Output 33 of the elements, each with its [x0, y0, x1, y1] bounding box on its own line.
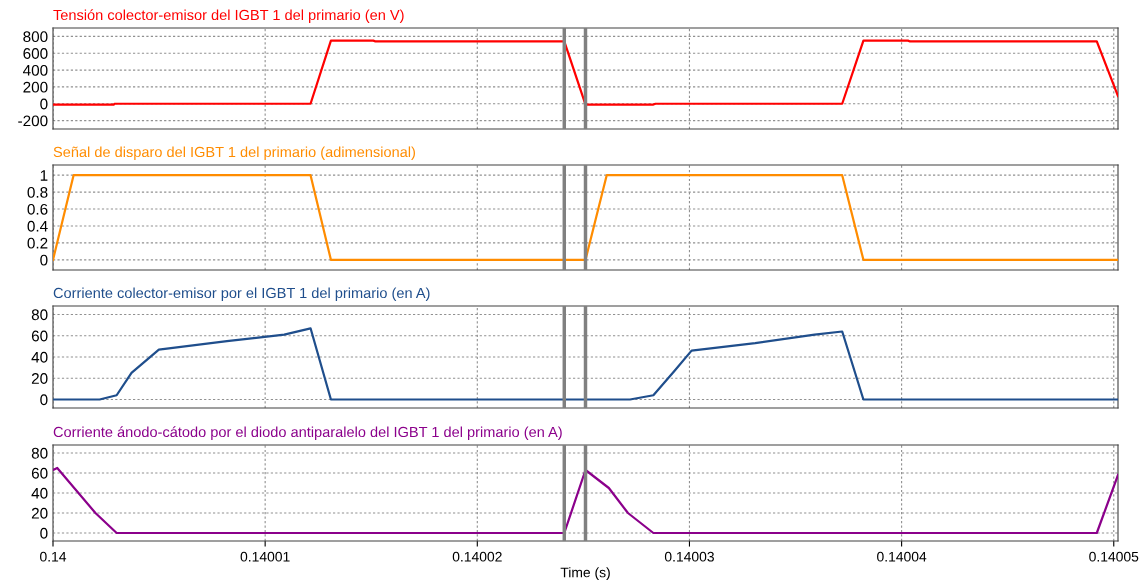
y-tick-label: 60: [31, 330, 48, 342]
chart-title: Corriente colector-emisor por el IGBT 1 del primario (en A): [53, 287, 430, 301]
x-axis-title: Time (s): [560, 567, 610, 581]
y-tick-label: 0.4: [27, 220, 48, 232]
y-tick-label: 0: [40, 527, 48, 539]
x-tick-label: 0.14005: [1089, 551, 1139, 562]
y-tick-label: 0: [40, 394, 48, 406]
y-tick-label: 40: [31, 351, 48, 363]
y-tick-label: 60: [31, 467, 48, 479]
x-tick-label: 0.14: [40, 551, 67, 562]
chart-title: Corriente ánodo-cátodo por el diodo antiparalelo del IGBT 1 del primario (en A): [53, 426, 562, 440]
y-tick-label: 80: [31, 309, 48, 321]
y-tick-label: 0.2: [27, 237, 48, 249]
y-tick-label: 20: [31, 507, 48, 519]
y-tick-label: 80: [31, 447, 48, 459]
y-tick-label: 20: [31, 373, 48, 384]
y-tick-label: 400: [23, 64, 48, 76]
y-tick-label: 0.6: [27, 203, 48, 215]
x-tick-label: 0.14003: [664, 551, 714, 562]
y-tick-label: -200: [18, 115, 48, 127]
y-tick-label: 200: [23, 81, 48, 93]
y-tick-label: 800: [23, 31, 48, 43]
y-tick-label: 600: [23, 48, 48, 59]
chart-title: Tensión colector-emisor del IGBT 1 del primario (en V): [53, 9, 404, 23]
y-tick-label: 1: [40, 170, 48, 181]
y-tick-label: 40: [31, 487, 48, 499]
chart-title: Señal de disparo del IGBT 1 del primario (adimensional): [53, 146, 415, 160]
x-tick-label: 0.14002: [452, 551, 502, 562]
x-tick-label: 0.14001: [240, 551, 290, 562]
y-tick-label: 0: [40, 254, 48, 266]
y-tick-label: 0: [40, 98, 48, 110]
x-tick-label: 0.14004: [877, 551, 927, 562]
y-tick-label: 0.8: [27, 186, 48, 198]
